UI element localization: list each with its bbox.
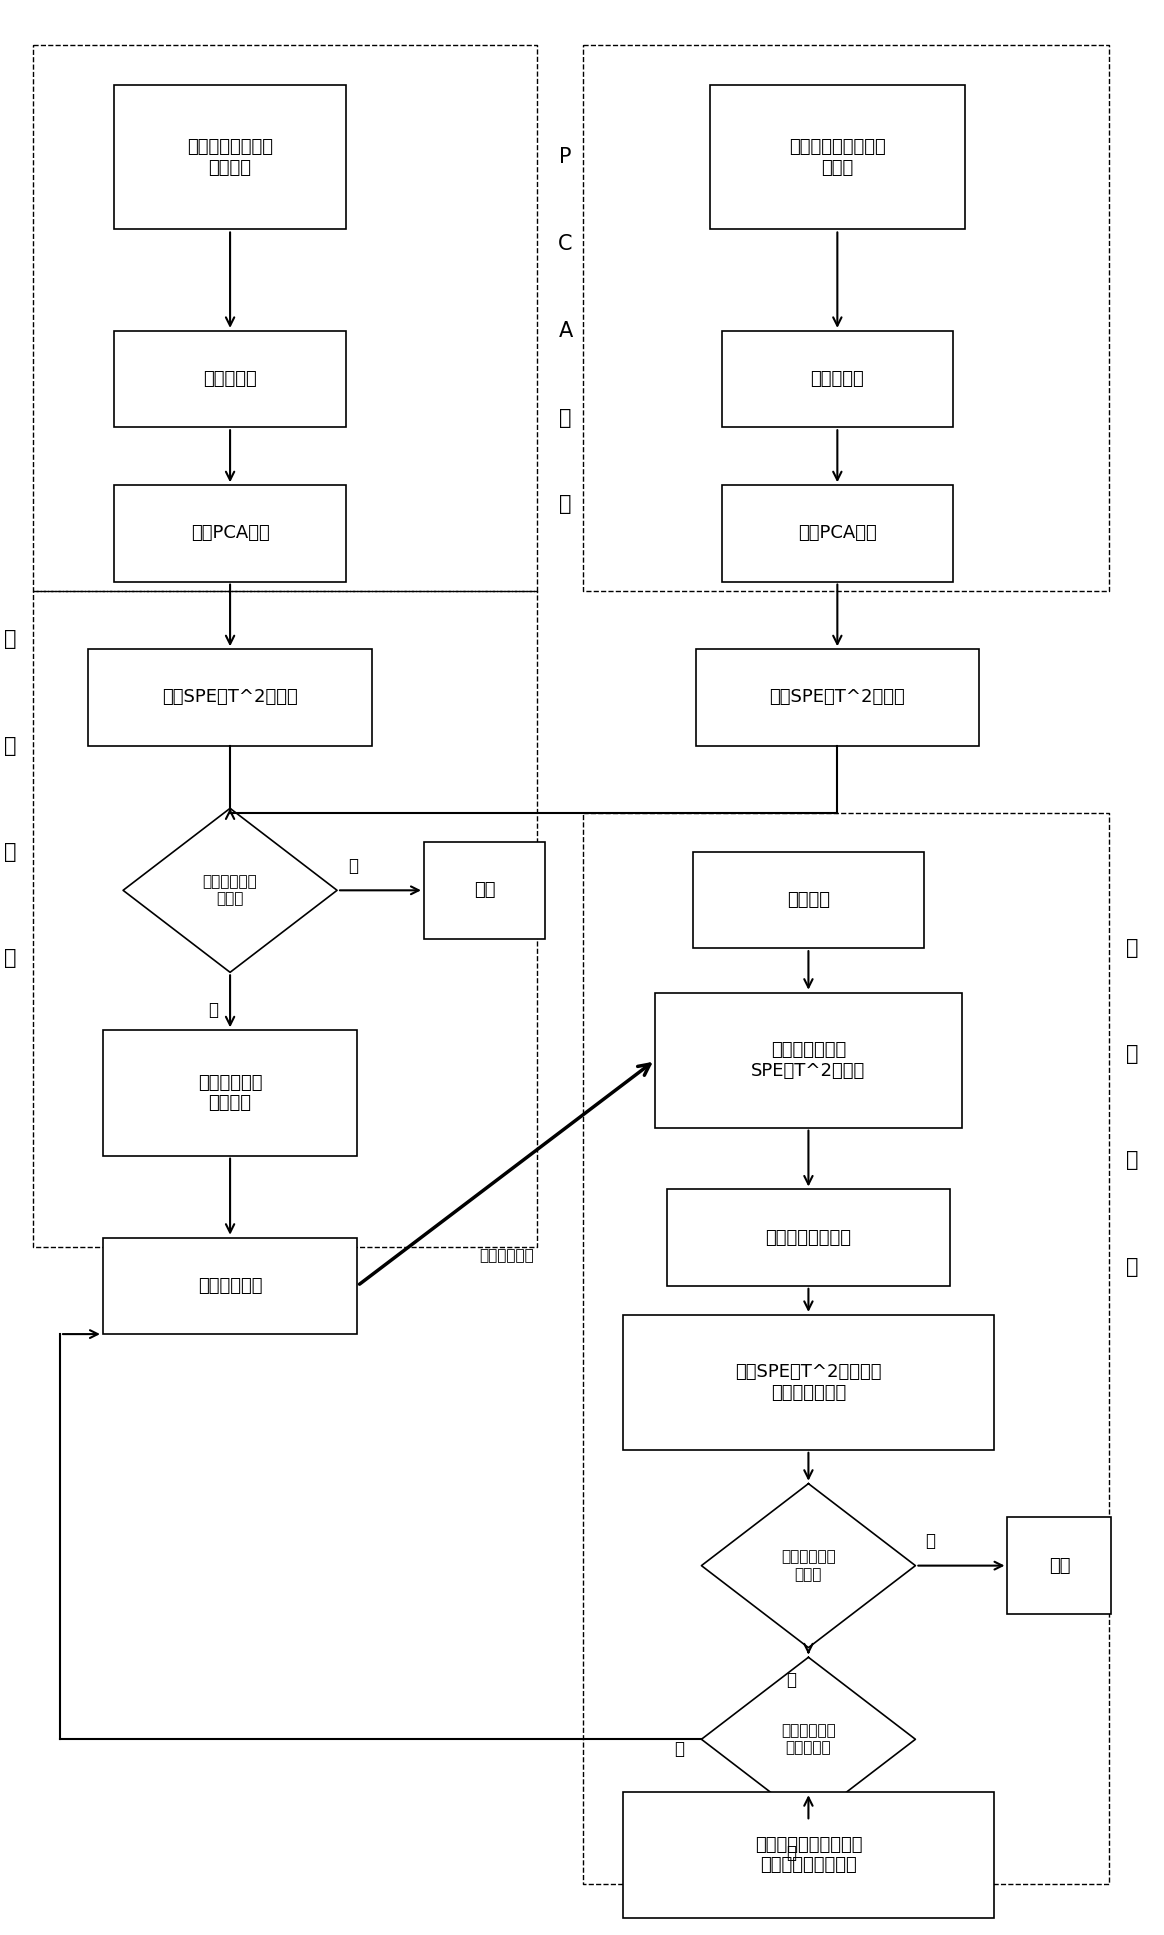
Text: 求出SPE和T^2统计量: 求出SPE和T^2统计量	[162, 689, 298, 706]
FancyBboxPatch shape	[624, 1792, 994, 1918]
Text: 分别确定故障的
SPE和T^2信噪比: 分别确定故障的 SPE和T^2信噪比	[751, 1041, 866, 1080]
Text: 是: 是	[786, 1670, 796, 1689]
Text: 断: 断	[3, 948, 16, 968]
Text: 计算各个变量
的贡献率: 计算各个变量 的贡献率	[198, 1074, 262, 1113]
FancyBboxPatch shape	[102, 1029, 357, 1155]
Text: 分别确定主元个数: 分别确定主元个数	[766, 1229, 851, 1246]
Text: 进行PCA分解: 进行PCA分解	[191, 524, 269, 542]
Text: 求出SPE和T^2控制限: 求出SPE和T^2控制限	[769, 689, 906, 706]
Text: 两个统计量是
否超限: 两个统计量是 否超限	[781, 1550, 836, 1581]
Text: 时: 时	[1126, 1045, 1138, 1064]
FancyBboxPatch shape	[114, 331, 346, 428]
Text: 是否检测完所
有故障变量: 是否检测完所 有故障变量	[781, 1722, 836, 1755]
Text: 正常: 正常	[1049, 1556, 1070, 1575]
Text: 诊: 诊	[3, 842, 16, 861]
Text: A: A	[559, 321, 573, 341]
FancyBboxPatch shape	[655, 993, 961, 1128]
FancyBboxPatch shape	[696, 648, 979, 745]
Text: 监: 监	[1126, 1151, 1138, 1171]
Text: 数据归一化: 数据归一化	[810, 370, 864, 389]
Text: 两个统计量是
否超限: 两个统计量是 否超限	[203, 875, 257, 906]
Text: 风机主控系统正常运
行数据: 风机主控系统正常运 行数据	[789, 137, 886, 176]
Text: 实: 实	[1126, 938, 1138, 958]
FancyBboxPatch shape	[114, 85, 346, 230]
FancyBboxPatch shape	[1007, 1517, 1112, 1614]
Text: 正常: 正常	[474, 880, 496, 900]
Text: 是: 是	[786, 1844, 796, 1861]
Text: 障: 障	[3, 735, 16, 755]
Text: 读取故障变量: 读取故障变量	[478, 1248, 533, 1264]
FancyBboxPatch shape	[722, 331, 953, 428]
Text: 实时数据: 实时数据	[787, 890, 830, 909]
Text: 建: 建	[559, 408, 572, 428]
FancyBboxPatch shape	[624, 1314, 994, 1449]
FancyBboxPatch shape	[102, 1238, 357, 1333]
Text: 否: 否	[349, 857, 359, 875]
Text: C: C	[559, 234, 573, 253]
Text: 风机主控系统运行
故障数据: 风机主控系统运行 故障数据	[187, 137, 274, 176]
Text: 否: 否	[924, 1533, 935, 1550]
FancyBboxPatch shape	[722, 486, 953, 582]
Text: 确定发生故障的传感器
以及故障发生的时间: 确定发生故障的传感器 以及故障发生的时间	[754, 1836, 863, 1875]
Text: 数据归一化: 数据归一化	[204, 370, 257, 389]
FancyBboxPatch shape	[667, 1190, 950, 1287]
FancyBboxPatch shape	[424, 842, 545, 938]
Text: 故: 故	[3, 629, 16, 650]
FancyBboxPatch shape	[710, 85, 965, 230]
Text: 计算SPE和T^2统计量并
与控制限相比较: 计算SPE和T^2统计量并 与控制限相比较	[736, 1362, 881, 1401]
FancyBboxPatch shape	[88, 648, 371, 745]
Text: 测: 测	[1126, 1256, 1138, 1277]
Text: P: P	[559, 147, 572, 166]
Text: 是: 是	[207, 1000, 218, 1020]
Text: 否: 否	[674, 1740, 684, 1757]
Text: 模: 模	[559, 495, 572, 515]
FancyBboxPatch shape	[114, 486, 346, 582]
Text: 进行PCA分解: 进行PCA分解	[799, 524, 876, 542]
Text: 确定故障变量: 确定故障变量	[198, 1277, 262, 1295]
FancyBboxPatch shape	[693, 851, 924, 948]
